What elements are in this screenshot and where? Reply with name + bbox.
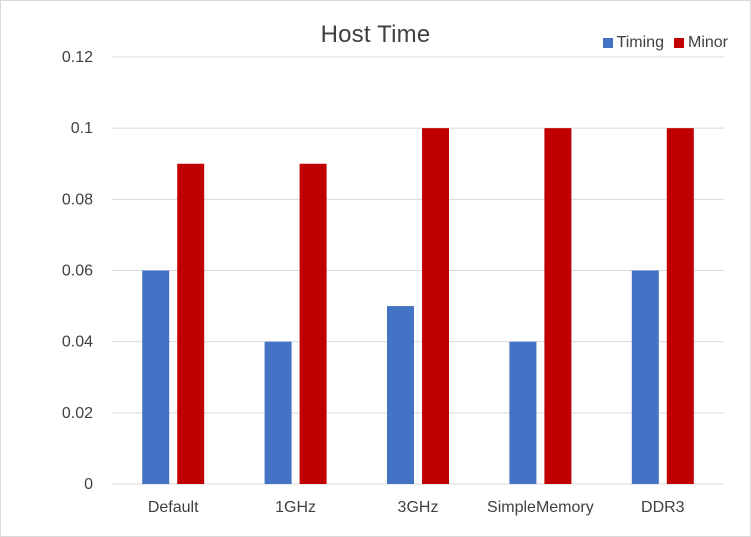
legend-item-timing: Timing — [602, 34, 664, 52]
bar-minor-ddr3 — [666, 128, 694, 484]
bar-minor-default — [177, 163, 205, 484]
y-tick-label-4: 0.08 — [62, 191, 93, 208]
x-tick-label-0: Default — [148, 499, 199, 516]
x-tick-label-1: 1GHz — [275, 499, 316, 516]
legend-label-timing: Timing — [616, 34, 664, 51]
legend-swatch-minor — [673, 38, 684, 48]
y-tick-label-6: 0.12 — [62, 49, 93, 66]
y-tick-label-2: 0.04 — [62, 334, 93, 351]
chart-title: Host Time — [320, 21, 431, 48]
y-tick-label-0: 0 — [84, 476, 93, 493]
bar-timing-default — [142, 270, 170, 484]
bar-minor-1ghz — [299, 163, 327, 484]
y-tick-label-3: 0.06 — [62, 263, 93, 280]
bar-timing-1ghz — [264, 341, 292, 484]
legend-swatch-timing — [602, 38, 613, 48]
y-tick-label-1: 0.02 — [62, 405, 93, 422]
y-tick-label-5: 0.1 — [71, 120, 93, 137]
bar-timing-3ghz — [387, 306, 414, 484]
x-tick-label-4: DDR3 — [641, 499, 685, 516]
bar-timing-simplememory — [509, 341, 537, 484]
bar-timing-ddr3 — [631, 270, 659, 484]
x-tick-label-2: 3GHz — [398, 499, 439, 516]
bar-minor-simplememory — [544, 128, 572, 484]
legend-label-minor: Minor — [687, 34, 728, 51]
x-tick-label-3: SimpleMemory — [487, 499, 594, 516]
legend-item-minor: Minor — [673, 34, 728, 52]
bar-minor-3ghz — [422, 128, 449, 484]
chart-legend: Timing Minor — [602, 34, 728, 52]
